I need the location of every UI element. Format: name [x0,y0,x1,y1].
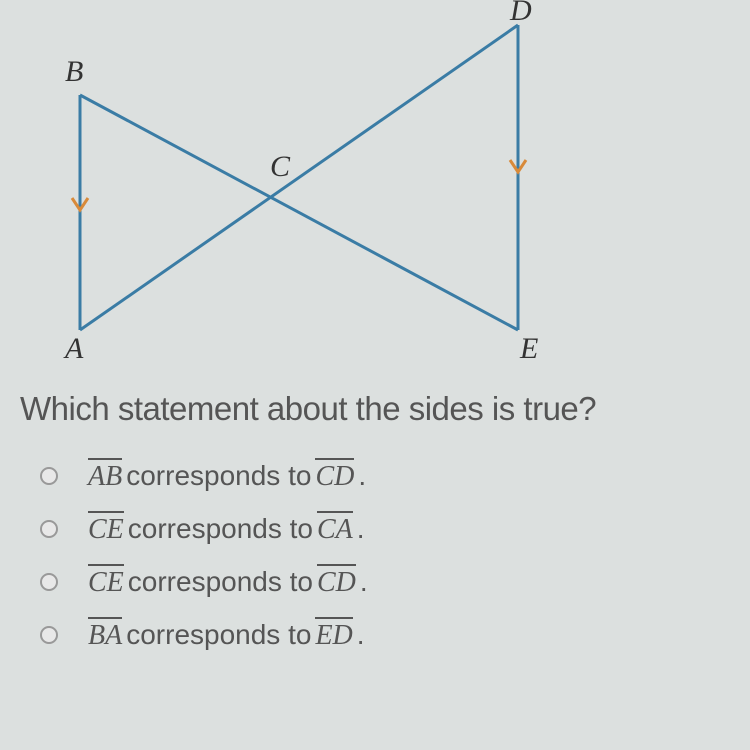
segment-label: BA [88,617,122,652]
option-row[interactable]: CE corresponds to CA. [40,511,730,546]
segment-label: CA [317,511,353,546]
segment-label: CE [88,511,124,546]
option-row[interactable]: CE corresponds to CD. [40,564,730,599]
segment-label: CE [88,564,124,599]
period: . [357,619,365,651]
option-text: BA corresponds to ED. [88,617,365,652]
radio-button[interactable] [40,626,58,644]
answer-options: AB corresponds to CD. CE corresponds to … [20,458,730,652]
radio-button[interactable] [40,467,58,485]
verb-text: corresponds to [128,513,313,545]
option-text: CE corresponds to CD. [88,564,368,599]
option-row[interactable]: BA corresponds to ED. [40,617,730,652]
verb-text: corresponds to [128,566,313,598]
geometry-diagram: A B C D E [20,10,580,360]
option-row[interactable]: AB corresponds to CD. [40,458,730,493]
vertex-label-c: C [270,150,290,184]
segment-label: AB [88,458,122,493]
segment-label: ED [315,617,352,652]
segment-label: CD [317,564,356,599]
triangle-svg [20,10,580,360]
radio-button[interactable] [40,573,58,591]
period: . [358,460,366,492]
radio-button[interactable] [40,520,58,538]
period: . [360,566,368,598]
question-text: Which statement about the sides is true? [20,390,730,428]
verb-text: corresponds to [126,460,311,492]
vertex-label-b: B [65,55,83,89]
verb-text: corresponds to [126,619,311,651]
option-text: AB corresponds to CD. [88,458,366,493]
option-text: CE corresponds to CA. [88,511,365,546]
period: . [357,513,365,545]
vertex-label-a: A [65,332,83,366]
segment-label: CD [315,458,354,493]
vertex-label-d: D [510,0,532,28]
vertex-label-e: E [520,332,538,366]
